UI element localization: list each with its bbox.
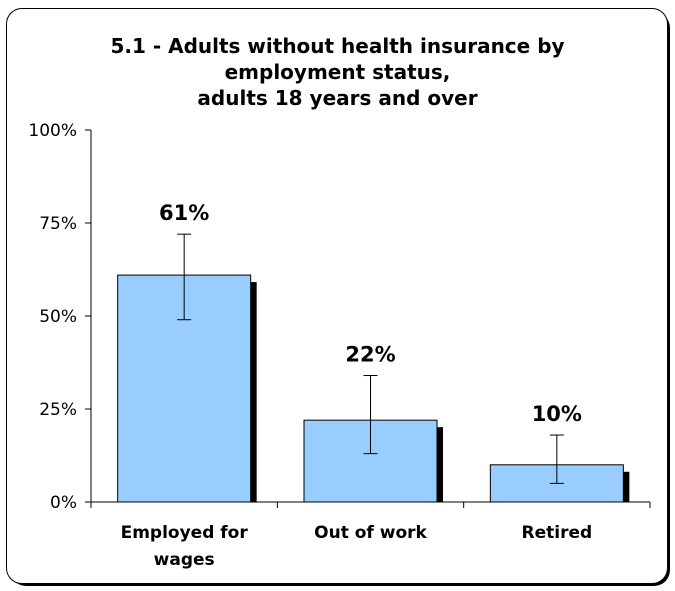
chart-title-line-2: employment status, — [224, 60, 451, 84]
x-tick-label: Out of work — [314, 523, 427, 543]
y-tick-label: 25% — [39, 400, 77, 420]
y-tick-label: 50% — [39, 307, 77, 327]
y-tick-label: 100% — [28, 121, 77, 141]
x-tick-label: Employed for — [121, 523, 249, 543]
bar — [303, 419, 438, 503]
bar-shadow — [437, 427, 443, 502]
y-tick-label: 75% — [39, 214, 77, 234]
x-tick-label: Retired — [522, 523, 593, 543]
chart-title-line-1: 5.1 - Adults without health insurance by — [110, 34, 565, 58]
chart-title-line-3: adults 18 years and over — [197, 86, 478, 110]
data-label: 61% — [159, 201, 209, 225]
bar-shadow — [623, 471, 630, 502]
x-tick-label: wages — [154, 550, 215, 570]
data-label: 22% — [345, 343, 395, 367]
y-tick-label: 0% — [50, 493, 77, 513]
chart-title: 5.1 - Adults without health insurance by… — [0, 33, 675, 111]
data-label: 10% — [532, 402, 582, 426]
bar-shadow — [250, 282, 257, 502]
